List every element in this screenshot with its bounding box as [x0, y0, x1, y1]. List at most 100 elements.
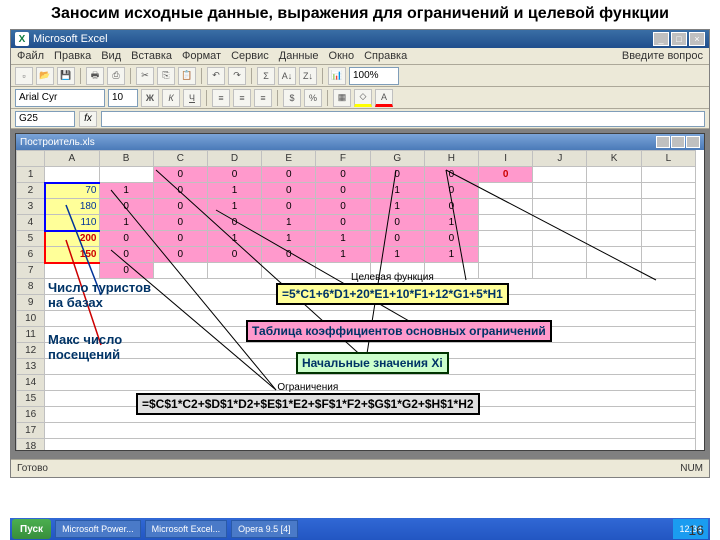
cell-B2[interactable]: 1 [99, 183, 153, 199]
cell-H6[interactable]: 1 [424, 247, 478, 263]
menu-help[interactable]: Справка [364, 50, 407, 62]
row-10[interactable]: 10 [17, 311, 45, 327]
cell-D1[interactable]: 0 [207, 167, 261, 183]
cell-C3[interactable]: 0 [153, 199, 207, 215]
copy-icon[interactable]: ⎘ [157, 67, 175, 85]
cell-D4[interactable]: 0 [207, 215, 261, 231]
col-L[interactable]: L [641, 151, 695, 167]
cell-F1[interactable]: 0 [316, 167, 370, 183]
cell-B4[interactable]: 1 [99, 215, 153, 231]
fontcolor-icon[interactable]: A [375, 89, 393, 107]
cell-E5[interactable]: 1 [262, 231, 316, 247]
cell-C5[interactable]: 0 [153, 231, 207, 247]
cell-H5[interactable]: 0 [424, 231, 478, 247]
cell-F5[interactable]: 1 [316, 231, 370, 247]
minimize-button[interactable]: _ [653, 32, 669, 46]
cell-C6[interactable]: 0 [153, 247, 207, 263]
preview-icon[interactable]: ⎙ [107, 67, 125, 85]
cell-G5[interactable]: 0 [370, 231, 424, 247]
col-K[interactable]: K [587, 151, 641, 167]
col-D[interactable]: D [207, 151, 261, 167]
cell-H3[interactable]: 0 [424, 199, 478, 215]
cell-E2[interactable]: 0 [262, 183, 316, 199]
cell-A4[interactable]: 110 [45, 215, 99, 231]
col-F[interactable]: F [316, 151, 370, 167]
menu-data[interactable]: Данные [279, 50, 319, 62]
cell-H4[interactable]: 1 [424, 215, 478, 231]
menu-file[interactable]: Файл [17, 50, 44, 62]
cell-A6[interactable]: 150 [45, 247, 99, 263]
cell-D6[interactable]: 0 [207, 247, 261, 263]
align-right-icon[interactable]: ≡ [254, 89, 272, 107]
maximize-button[interactable]: □ [671, 32, 687, 46]
menu-view[interactable]: Вид [101, 50, 121, 62]
col-B[interactable]: B [99, 151, 153, 167]
fontsize-combo[interactable]: 10 [108, 89, 138, 107]
paste-icon[interactable]: 📋 [178, 67, 196, 85]
cell-A3[interactable]: 180 [45, 199, 99, 215]
cell-C2[interactable]: 0 [153, 183, 207, 199]
italic-icon[interactable]: К [162, 89, 180, 107]
cell-I1[interactable]: 0 [479, 167, 533, 183]
row-13[interactable]: 13 [17, 359, 45, 375]
cell-C1[interactable]: 0 [153, 167, 207, 183]
sheet-max-icon[interactable] [671, 136, 685, 148]
print-icon[interactable]: 🖶 [86, 67, 104, 85]
start-button[interactable]: Пуск [12, 519, 51, 539]
cell-F4[interactable]: 0 [316, 215, 370, 231]
col-A[interactable]: A [45, 151, 99, 167]
border-icon[interactable]: ▦ [333, 89, 351, 107]
currency-icon[interactable]: $ [283, 89, 301, 107]
font-combo[interactable]: Arial Cyr [15, 89, 105, 107]
cell-B3[interactable]: 0 [99, 199, 153, 215]
col-E[interactable]: E [262, 151, 316, 167]
cell-F6[interactable]: 1 [316, 247, 370, 263]
cell-E4[interactable]: 1 [262, 215, 316, 231]
col-G[interactable]: G [370, 151, 424, 167]
cell-G2[interactable]: 1 [370, 183, 424, 199]
cell-H1[interactable]: 0 [424, 167, 478, 183]
underline-icon[interactable]: Ч [183, 89, 201, 107]
cell-E3[interactable]: 0 [262, 199, 316, 215]
fx-button[interactable]: fx [79, 111, 97, 127]
open-icon[interactable]: 📂 [36, 67, 54, 85]
row-11[interactable]: 11 [17, 327, 45, 343]
cell-D5[interactable]: 1 [207, 231, 261, 247]
taskbar-item[interactable]: Microsoft Excel... [145, 520, 228, 538]
spreadsheet-grid[interactable]: ABCDEFGHIJKL 10000000 2701010010 3180001… [16, 150, 704, 450]
row-3[interactable]: 3 [17, 199, 45, 215]
row-14[interactable]: 14 [17, 375, 45, 391]
row-1[interactable]: 1 [17, 167, 45, 183]
select-all[interactable] [17, 151, 45, 167]
menu-edit[interactable]: Правка [54, 50, 91, 62]
row-7[interactable]: 7 [17, 263, 45, 279]
align-left-icon[interactable]: ≡ [212, 89, 230, 107]
cell-C4[interactable]: 0 [153, 215, 207, 231]
cell-B6[interactable]: 0 [99, 247, 153, 263]
cell-E6[interactable]: 0 [262, 247, 316, 263]
row-2[interactable]: 2 [17, 183, 45, 199]
redo-icon[interactable]: ↷ [228, 67, 246, 85]
row-15[interactable]: 15 [17, 391, 45, 407]
chart-icon[interactable]: 📊 [328, 67, 346, 85]
taskbar-item[interactable]: Microsoft Power... [55, 520, 141, 538]
cell-D2[interactable]: 1 [207, 183, 261, 199]
cell-G1[interactable]: 0 [370, 167, 424, 183]
percent-icon[interactable]: % [304, 89, 322, 107]
cell-D3[interactable]: 1 [207, 199, 261, 215]
help-search[interactable]: Введите вопрос [622, 50, 703, 62]
bold-icon[interactable]: Ж [141, 89, 159, 107]
new-icon[interactable]: ▫ [15, 67, 33, 85]
row-18[interactable]: 18 [17, 439, 45, 451]
name-box[interactable]: G25 [15, 111, 75, 127]
fillcolor-icon[interactable]: ◇ [354, 89, 372, 107]
taskbar-item[interactable]: Opera 9.5 [4] [231, 520, 298, 538]
col-J[interactable]: J [533, 151, 587, 167]
row-5[interactable]: 5 [17, 231, 45, 247]
cell-G6[interactable]: 1 [370, 247, 424, 263]
cut-icon[interactable]: ✂ [136, 67, 154, 85]
menu-format[interactable]: Формат [182, 50, 221, 62]
cell-E1[interactable]: 0 [262, 167, 316, 183]
cell-F3[interactable]: 0 [316, 199, 370, 215]
cell-B7[interactable]: 0 [99, 263, 153, 279]
